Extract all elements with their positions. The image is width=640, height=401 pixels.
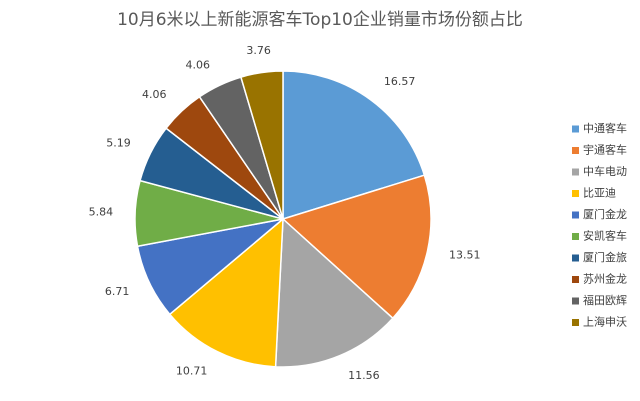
pie-slice	[281, 174, 432, 320]
pie-slice	[240, 70, 284, 220]
data-label: 3.76	[246, 44, 271, 57]
data-label: 16.57	[384, 75, 416, 88]
legend-swatch	[572, 297, 579, 305]
pie-slice	[282, 70, 426, 221]
legend-label: 福田欧辉	[583, 293, 627, 307]
data-label: 4.06	[142, 88, 167, 101]
legend-label: 比亚迪	[583, 187, 616, 200]
legend-swatch	[572, 276, 579, 283]
legend-swatch	[572, 125, 579, 133]
data-label: 13.51	[449, 249, 481, 262]
legend-swatch	[572, 211, 579, 219]
legend-swatch	[572, 233, 579, 240]
legend-label: 上海申沃	[583, 315, 627, 329]
chart-title: 10月6米以上新能源客车Top10企业销量市场份额占比	[117, 10, 523, 30]
legend-swatch	[572, 254, 579, 262]
data-label: 5.84	[89, 205, 114, 218]
legend-label: 安凯客车	[583, 229, 627, 243]
legend-label: 苏州金龙	[583, 272, 627, 286]
data-label: 10.71	[176, 364, 208, 377]
legend-swatch	[572, 190, 579, 197]
data-label: 5.19	[106, 136, 131, 149]
legend-label: 宇通客车	[583, 143, 627, 157]
pie-slice	[274, 217, 394, 368]
legend-label: 中车电动	[583, 164, 627, 178]
legend-label: 中通客车	[583, 121, 627, 135]
data-label: 6.71	[105, 285, 130, 298]
legend-swatch	[572, 319, 579, 326]
data-label: 11.56	[348, 369, 380, 382]
legend-swatch	[572, 147, 579, 154]
data-label: 4.06	[186, 58, 211, 71]
legend-label: 厦门金旅	[583, 250, 627, 264]
pie-slice	[168, 217, 284, 368]
legend-swatch	[572, 168, 579, 176]
legend-label: 厦门金龙	[583, 207, 627, 221]
